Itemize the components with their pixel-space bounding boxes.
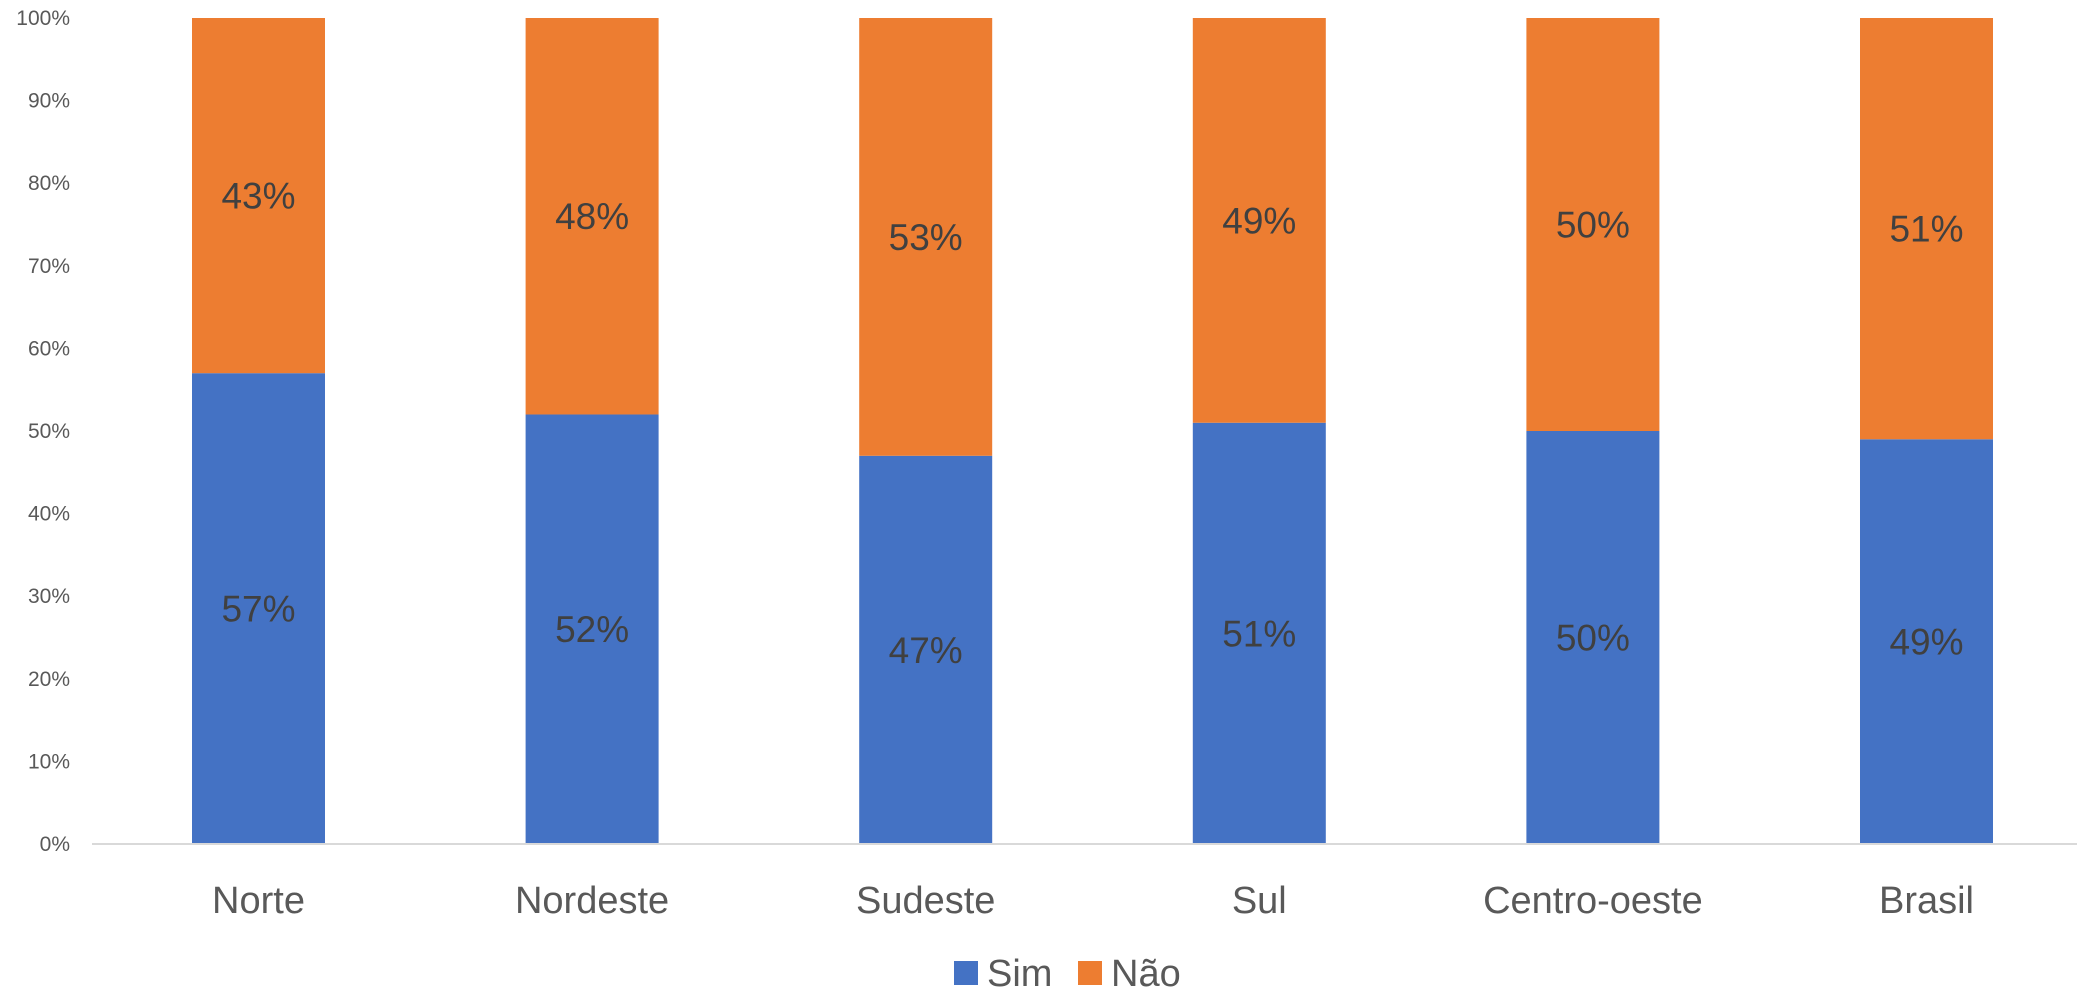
bar-sim-norte — [192, 373, 325, 844]
data-labels: 57% 43% 52% 48% 47% 53% 51% 49% 50% 50% 49% 51% — [221, 176, 1963, 671]
bar-n-o-centro-oeste — [1526, 18, 1660, 431]
bar-sim-nordeste — [525, 414, 659, 844]
x-tick-label: Sul — [1232, 880, 1287, 922]
y-tick-label: 100% — [16, 7, 70, 30]
y-tick-label: 10% — [28, 750, 70, 773]
data-label: 53% — [889, 217, 963, 258]
data-label: 49% — [1222, 200, 1296, 241]
legend-swatch-sim — [954, 961, 978, 985]
bar-sim-sul — [1192, 422, 1326, 844]
y-tick-label: 20% — [28, 668, 70, 691]
y-tick-label: 70% — [28, 255, 70, 278]
bar-n-o-nordeste — [525, 18, 659, 415]
bar-sim-centro-oeste — [1526, 431, 1660, 844]
bar-sim-brasil — [1860, 439, 1993, 844]
y-tick-label: 0% — [40, 833, 70, 856]
x-tick-label: Sudeste — [856, 880, 995, 922]
legend-swatch-n-o — [1078, 961, 1102, 985]
legend-label: Sim — [987, 953, 1052, 991]
data-label: 51% — [1222, 613, 1296, 654]
data-label: 50% — [1556, 618, 1630, 659]
bar-n-o-brasil — [1860, 18, 1993, 440]
data-label: 43% — [221, 176, 295, 217]
x-tick-label: Norte — [212, 880, 305, 922]
y-tick-label: 90% — [28, 90, 70, 113]
data-label: 49% — [1889, 622, 1963, 663]
data-label: 51% — [1889, 209, 1963, 250]
legend: Sim Não — [954, 953, 1181, 991]
x-axis: Norte Nordeste Sudeste Sul Centro-oeste Brasi… — [212, 880, 1974, 922]
data-label: 50% — [1556, 205, 1630, 246]
y-tick-label: 50% — [28, 420, 70, 443]
x-tick-label: Brasil — [1879, 880, 1974, 922]
x-tick-label: Centro-oeste — [1483, 880, 1703, 922]
y-axis: 0% 10% 20% 30% 40% 50% 60% 70% 80% 90% 100% — [16, 7, 70, 856]
bar-n-o-sudeste — [859, 18, 993, 456]
y-tick-label: 60% — [28, 337, 70, 360]
y-tick-label: 30% — [28, 585, 70, 608]
legend-label: Não — [1111, 953, 1181, 991]
data-label: 57% — [221, 589, 295, 630]
x-tick-label: Nordeste — [515, 880, 669, 922]
data-label: 47% — [889, 630, 963, 671]
bars — [192, 18, 1993, 844]
data-label: 52% — [555, 609, 629, 650]
data-label: 48% — [555, 196, 629, 237]
y-tick-label: 40% — [28, 503, 70, 526]
bar-sim-sudeste — [859, 455, 993, 844]
bar-n-o-sul — [1192, 18, 1326, 423]
bar-n-o-norte — [192, 18, 325, 374]
y-tick-label: 80% — [28, 172, 70, 195]
